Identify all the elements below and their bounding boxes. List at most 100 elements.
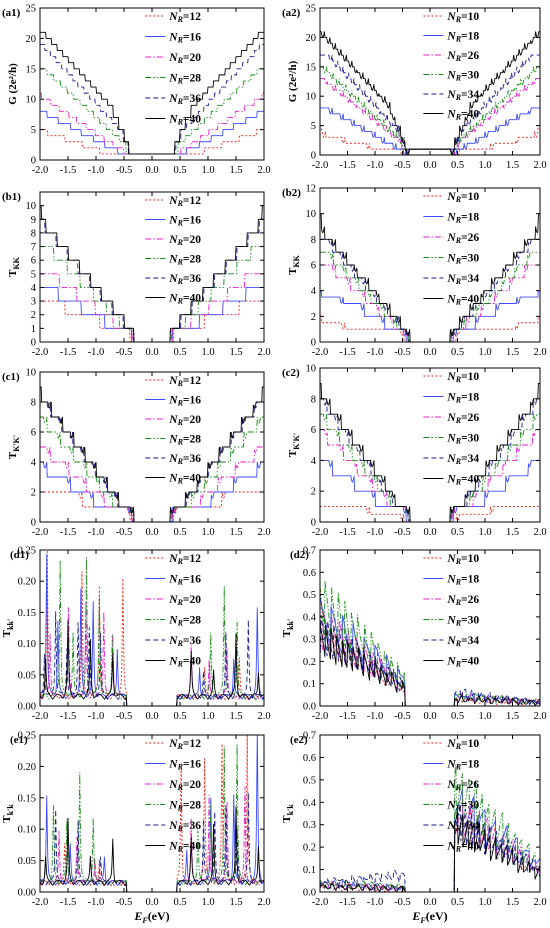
y-tick-label-d2-3: 0.3 (303, 635, 316, 646)
legend-entry-e2-3: NR=30 (423, 800, 479, 813)
plot-area-b2 (320, 213, 540, 342)
legend-label-e1-5: NR=40 (168, 841, 201, 854)
y-tick-label-c1-1: 2 (31, 488, 36, 499)
x-tick-label-d2-1: -1.5 (339, 711, 356, 722)
y-tick-label-c2-4: 8 (311, 394, 316, 405)
panel-label-c1: (c1) (2, 371, 20, 383)
x-tick-label-e2-7: 1.5 (506, 897, 519, 908)
x-tick-label-d2-6: 1.0 (478, 711, 491, 722)
x-tick-label-b2-5: 0.5 (451, 347, 464, 358)
legend-entry-d1-3: NR=28 (145, 615, 201, 628)
y-tick-label-b1-10: 10 (26, 201, 37, 212)
x-tick-label-e2-1: -1.5 (339, 897, 356, 908)
x-tick-label-a2-0: -2.0 (312, 160, 329, 171)
legend-label-c2-2: NR=26 (446, 412, 479, 425)
x-tick-label-d1-6: 1.0 (201, 711, 214, 722)
x-tick-label-e1-1: -1.5 (60, 897, 77, 908)
legend-label-e2-3: NR=30 (446, 800, 479, 813)
x-tick-label-e1-0: -2.0 (32, 897, 49, 908)
legend-label-b1-4: NR=36 (168, 273, 201, 286)
legend-entry-b2-5: NR=40 (423, 294, 479, 307)
x-tick-label-d1-3: -0.5 (116, 711, 133, 722)
x-tick-label-b1-4: 0.0 (145, 347, 158, 358)
y-tick-label-d1-2: 0.10 (18, 639, 36, 650)
legend-label-d1-2: NR=20 (168, 594, 201, 607)
y-tick-label-c2-3: 6 (311, 425, 316, 436)
x-tick-label-d1-1: -1.5 (60, 711, 77, 722)
x-tick-label-e1-6: 1.0 (201, 897, 214, 908)
x-tick-label-a2-8: 2.0 (533, 160, 546, 171)
legend-entry-c2-3: NR=30 (423, 433, 479, 446)
series-line-c2-2 (320, 429, 540, 522)
x-tick-label-a2-3: -0.5 (394, 160, 411, 171)
series-line-b1-3 (40, 246, 264, 342)
legend-label-d2-1: NR=18 (446, 574, 479, 587)
x-tick-label-c1-7: 1.5 (229, 527, 242, 538)
x-tick-label-d2-8: 2.0 (533, 711, 546, 722)
y-tick-label-a1-4: 20 (26, 34, 37, 45)
series-line-d1-2 (40, 602, 264, 706)
legend-label-c1-0: NR=12 (168, 375, 201, 388)
x-tick-label-a1-4: 0.0 (145, 165, 158, 176)
panel-d2: -2.0 -1.5 -1.0 -0.5 0.0 0.5 1.0 1.5 2.0 0.0 0.1 0.2… (281, 546, 547, 723)
x-tick-label-e1-3: -0.5 (116, 897, 133, 908)
legend-entry-e2-5: NR=40 (423, 841, 479, 854)
legend-label-d2-4: NR=34 (446, 635, 479, 648)
y-tick-label-e2-6: 0.6 (303, 753, 316, 764)
plot-frame-a1 (39, 7, 265, 161)
y-tick-label-b1-1: 1 (31, 324, 36, 335)
legend-label-e2-0: NR=10 (446, 738, 479, 751)
legend-entry-e1-2: NR=20 (145, 779, 201, 792)
series-line-e2-3 (320, 764, 540, 892)
y-tick-label-e1-5: 0.25 (18, 731, 36, 742)
legend-entry-b2-0: NR=10 (423, 191, 479, 204)
legend-entry-c1-5: NR=40 (145, 473, 201, 486)
y-tick-label-b2-2: 4 (311, 286, 317, 297)
y-tick-label-b2-6: 12 (306, 184, 317, 195)
series-line-e1-4 (40, 792, 264, 892)
panel-c2: -2.0 -1.5 -1.0 -0.5 0.0 0.5 1.0 1.5 2.0 0 2 4 6 8 10 (c… (282, 364, 547, 539)
x-tick-label-c2-8: 2.0 (533, 527, 546, 538)
x-tick-label-c1-2: -1.0 (88, 527, 105, 538)
series-line-b2-5 (320, 213, 540, 342)
legend-entry-d2-4: NR=34 (423, 635, 479, 648)
x-tick-label-c2-2: -1.0 (367, 527, 384, 538)
x-axis-label-0: EF(eV) (133, 909, 169, 925)
y-tick-label-c2-5: 10 (306, 364, 317, 375)
y-tick-label-a1-1: 5 (31, 125, 36, 136)
series-line-e1-3 (40, 744, 264, 892)
legend-entry-d2-5: NR=40 (423, 656, 479, 669)
series-line-d1-3 (40, 557, 264, 706)
legend-label-a1-1: NR=16 (168, 32, 201, 45)
x-tick-label-b2-6: 1.0 (478, 347, 491, 358)
y-tick-label-e1-1: 0.05 (18, 856, 36, 867)
panel-label-a1: (a1) (2, 7, 21, 19)
legend-label-d1-0: NR=12 (168, 553, 201, 566)
y-tick-label-d2-0: 0.0 (303, 702, 316, 713)
y-tick-label-b1-3: 3 (31, 297, 36, 308)
series-line-a1-0 (40, 129, 264, 155)
legend-label-c1-4: NR=36 (168, 453, 201, 466)
legend-label-c2-0: NR=10 (446, 371, 479, 384)
legend-label-a1-2: NR=20 (168, 52, 201, 65)
x-tick-label-c1-1: -1.5 (60, 527, 77, 538)
series-line-c2-1 (320, 459, 540, 522)
x-tick-label-e2-6: 1.0 (478, 897, 491, 908)
legend-label-e2-4: NR=34 (446, 820, 479, 833)
series-line-a1-3 (40, 68, 264, 155)
plot-area-a1 (40, 31, 264, 155)
series-line-e1-5 (40, 806, 264, 892)
plot-area-e1 (40, 735, 264, 892)
x-tick-label-a1-0: -2.0 (32, 165, 49, 176)
x-tick-label-e2-3: -0.5 (394, 897, 411, 908)
x-tick-label-e2-4: 0.0 (423, 897, 436, 908)
x-tick-label-e2-8: 2.0 (533, 897, 546, 908)
legend-label-d1-1: NR=16 (168, 574, 201, 587)
series-line-b1-4 (40, 218, 264, 342)
y-tick-label-b2-4: 8 (311, 235, 316, 246)
legend-label-b2-5: NR=40 (446, 294, 479, 307)
y-tick-label-d2-7: 0.7 (303, 546, 316, 557)
y-axis-label-d1: Tkk' (1, 619, 15, 637)
series-line-c2-0 (320, 506, 540, 522)
